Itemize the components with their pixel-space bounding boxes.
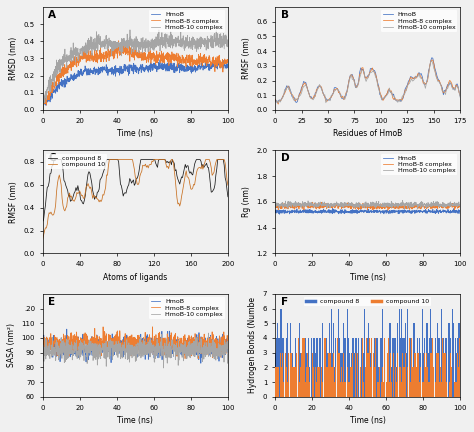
- Y-axis label: RMSD (nm): RMSD (nm): [9, 37, 18, 80]
- Y-axis label: RMSF (nm): RMSF (nm): [242, 38, 251, 79]
- Legend: compound 8, compound 10: compound 8, compound 10: [46, 153, 107, 169]
- Y-axis label: RMSF (nm): RMSF (nm): [9, 181, 18, 223]
- Text: D: D: [281, 153, 289, 163]
- Legend: HmoB, HmoB-8 complex, HmoB-10 complex: HmoB, HmoB-8 complex, HmoB-10 complex: [381, 153, 457, 175]
- Legend: compound 8, compound 10: compound 8, compound 10: [304, 297, 431, 306]
- Y-axis label: SASA (nm²): SASA (nm²): [7, 323, 16, 367]
- X-axis label: Time (ns): Time (ns): [350, 416, 386, 425]
- Legend: HmoB, HmoB-8 complex, HmoB-10 complex: HmoB, HmoB-8 complex, HmoB-10 complex: [149, 10, 225, 32]
- Y-axis label: Rg (nm): Rg (nm): [242, 187, 251, 217]
- X-axis label: Time (ns): Time (ns): [118, 129, 153, 138]
- X-axis label: Time (ns): Time (ns): [118, 416, 153, 425]
- Legend: HmoB, HmoB-8 complex, HmoB-10 complex: HmoB, HmoB-8 complex, HmoB-10 complex: [381, 10, 457, 32]
- Text: A: A: [48, 10, 56, 20]
- X-axis label: Residues of HmoB: Residues of HmoB: [333, 129, 402, 138]
- Legend: HmoB, HmoB-8 complex, HmoB-10 complex: HmoB, HmoB-8 complex, HmoB-10 complex: [149, 297, 225, 319]
- Text: B: B: [281, 10, 289, 20]
- X-axis label: Time (ns): Time (ns): [350, 273, 386, 282]
- Text: E: E: [48, 297, 55, 307]
- X-axis label: Atoms of ligands: Atoms of ligands: [103, 273, 167, 282]
- Y-axis label: Hydrogen Bonds (Numbe: Hydrogen Bonds (Numbe: [248, 297, 257, 394]
- Text: F: F: [281, 297, 288, 307]
- Text: C: C: [48, 153, 56, 163]
